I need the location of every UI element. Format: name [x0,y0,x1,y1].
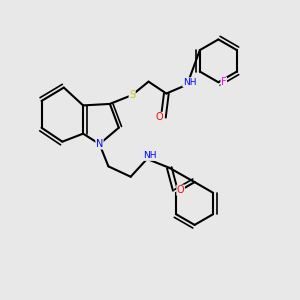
Text: O: O [155,112,163,122]
Text: NH: NH [143,152,156,160]
Text: S: S [129,90,135,100]
Text: NH: NH [183,78,196,87]
Text: N: N [96,139,103,149]
Text: F: F [221,77,226,87]
Text: O: O [177,185,184,195]
